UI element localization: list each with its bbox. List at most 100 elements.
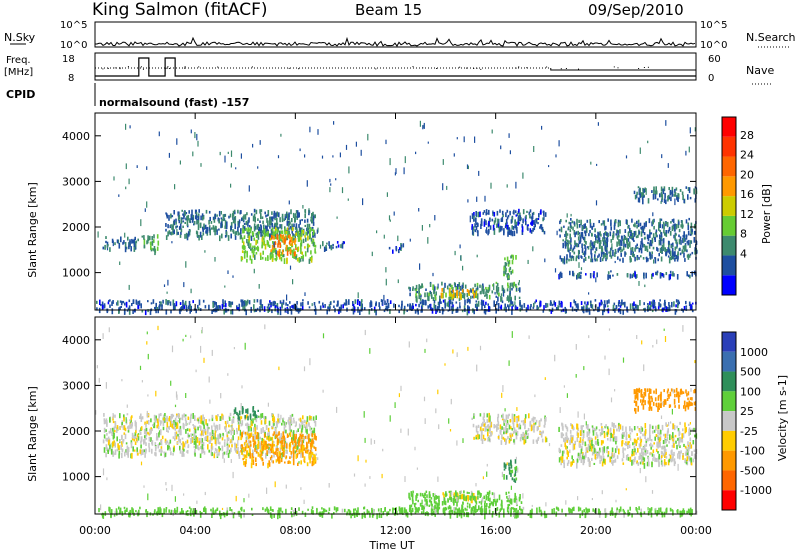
data-cell [109,417,111,423]
data-cell [179,445,181,451]
data-cell [243,245,245,250]
data-cell [505,423,508,427]
data-cell [306,435,309,440]
noise-cell [427,141,429,144]
data-cell [581,243,583,248]
data-cell [180,220,183,224]
data-cell [255,239,257,246]
noise-cell [665,120,667,126]
data-cell [130,416,132,422]
noise-cell [220,211,222,215]
data-cell [167,430,169,433]
data-cell [291,241,293,247]
data-cell [672,432,674,438]
noise-cell [118,194,120,197]
data-cell [239,210,242,214]
data-cell [140,426,143,431]
data-cell [599,231,601,236]
noise-cell [625,155,628,159]
data-cell [448,283,451,286]
data-cell [443,497,446,503]
data-cell [302,238,305,244]
noise-cell [522,172,524,179]
data-cell [147,309,149,313]
data-cell [418,288,420,294]
data-cell [252,449,254,455]
data-cell [668,274,671,281]
data-cell [532,306,535,309]
data-cell [203,417,205,422]
data-cell [535,299,537,303]
noise-cell [389,219,391,222]
data-cell [566,233,569,236]
data-cell [152,299,155,304]
nave-dot [473,68,475,69]
data-cell [154,418,157,423]
data-cell [505,222,507,227]
data-cell [202,450,205,453]
data-cell [679,451,681,458]
data-cell [524,426,526,430]
data-cell [636,304,638,310]
data-cell [591,242,593,246]
data-cell [672,218,675,224]
data-cell [503,428,505,433]
data-cell [516,213,519,216]
data-cell [578,442,581,448]
data-cell [306,462,309,467]
nave-dot [647,66,649,68]
data-cell [456,501,458,507]
data-cell [243,442,246,446]
data-cell [118,450,121,455]
data-cell [659,299,661,302]
data-cell [615,233,617,236]
data-cell [194,449,196,452]
data-cell [658,225,660,231]
data-cell [508,424,511,430]
data-cell [682,234,685,238]
data-cell [503,230,505,236]
data-cell [572,271,574,277]
data-cell [206,423,209,426]
data-cell [480,220,483,226]
data-cell [276,231,278,237]
noise-cell [661,154,663,159]
data-cell [304,435,307,439]
data-cell [562,425,564,431]
data-cell [302,444,305,449]
data-cell [403,305,406,309]
data-cell [471,417,473,420]
data-cell [620,301,622,307]
data-cell [606,448,608,454]
data-cell [261,304,264,310]
noise-cell [230,163,232,168]
noise-cell [253,268,255,274]
data-cell [627,231,630,234]
data-cell [581,256,583,259]
data-cell [322,302,324,306]
data-cell [571,424,573,429]
data-cell [264,211,266,215]
data-cell [502,413,504,419]
data-cell [625,442,628,447]
data-cell [253,237,255,241]
data-cell [298,423,301,429]
noise-cell [437,283,439,289]
data-cell [559,271,562,277]
data-cell [289,446,291,453]
data-cell [411,493,414,498]
noise-cell [146,201,148,208]
noise-cell [425,300,427,303]
data-cell [508,495,511,501]
noise-cell [113,176,115,181]
data-cell [206,231,209,236]
data-cell [215,415,217,420]
data-cell [624,301,626,308]
data-cell [260,451,263,456]
noise-cell [119,261,121,265]
data-cell [314,435,316,440]
data-cell [631,218,633,223]
data-cell [591,457,593,461]
data-cell [361,299,363,303]
data-cell [304,234,306,238]
